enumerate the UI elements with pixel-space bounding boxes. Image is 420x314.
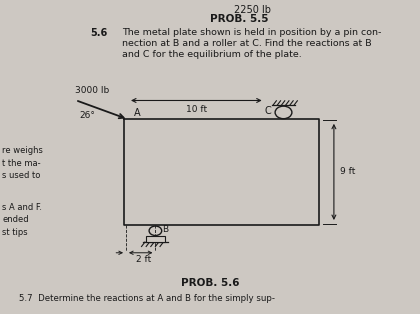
- Text: 9 ft: 9 ft: [340, 167, 356, 176]
- Text: The metal plate shown is held in position by a pin con-: The metal plate shown is held in positio…: [122, 28, 381, 37]
- Text: s used to: s used to: [2, 171, 40, 180]
- Text: 2250 lb: 2250 lb: [234, 5, 270, 15]
- Text: and C for the equilibrium of the plate.: and C for the equilibrium of the plate.: [122, 50, 302, 59]
- Text: 26°: 26°: [79, 111, 95, 120]
- Text: B: B: [162, 225, 168, 234]
- Text: 5.6: 5.6: [90, 28, 108, 38]
- Text: 2 ft: 2 ft: [136, 255, 152, 264]
- Text: s A and F.: s A and F.: [2, 203, 42, 212]
- Text: A: A: [134, 108, 141, 118]
- Text: C: C: [264, 106, 271, 116]
- Text: t the ma-: t the ma-: [2, 159, 41, 168]
- Bar: [146, 236, 165, 242]
- Text: st tips: st tips: [2, 228, 28, 237]
- Text: PROB. 5.6: PROB. 5.6: [181, 278, 239, 288]
- Text: 5.7  Determine the reactions at A and B for the simply sup-: 5.7 Determine the reactions at A and B f…: [19, 294, 275, 303]
- Text: re weighs: re weighs: [2, 146, 43, 155]
- Text: ended: ended: [2, 215, 29, 224]
- Text: 10 ft: 10 ft: [186, 105, 207, 114]
- Text: 3000 lb: 3000 lb: [75, 86, 110, 95]
- Text: nection at B and a roller at C. Find the reactions at B: nection at B and a roller at C. Find the…: [122, 39, 371, 48]
- Text: PROB. 5.5: PROB. 5.5: [210, 14, 269, 24]
